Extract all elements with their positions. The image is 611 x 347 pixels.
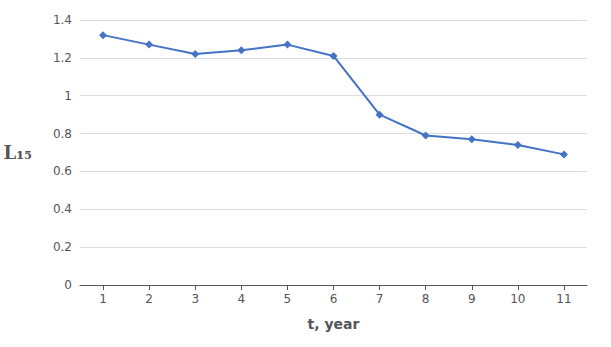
- svg-text:6: 6: [330, 292, 338, 306]
- svg-text:L₁₅: L₁₅: [4, 142, 33, 163]
- svg-text:0.6: 0.6: [53, 164, 72, 178]
- svg-text:0.8: 0.8: [53, 127, 72, 141]
- svg-text:t, year: t, year: [308, 316, 360, 332]
- svg-text:11: 11: [556, 292, 571, 306]
- svg-text:8: 8: [422, 292, 430, 306]
- svg-text:0.2: 0.2: [53, 240, 72, 254]
- svg-text:1.4: 1.4: [53, 13, 72, 27]
- svg-text:5: 5: [284, 292, 292, 306]
- svg-text:4: 4: [237, 292, 245, 306]
- svg-text:9: 9: [468, 292, 476, 306]
- svg-text:3: 3: [191, 292, 199, 306]
- svg-text:1.2: 1.2: [53, 51, 72, 65]
- svg-text:10: 10: [510, 292, 525, 306]
- svg-text:2: 2: [145, 292, 153, 306]
- svg-text:0.4: 0.4: [53, 202, 72, 216]
- svg-text:1: 1: [64, 89, 72, 103]
- svg-text:0: 0: [64, 278, 72, 292]
- svg-text:1: 1: [99, 292, 107, 306]
- svg-text:7: 7: [376, 292, 384, 306]
